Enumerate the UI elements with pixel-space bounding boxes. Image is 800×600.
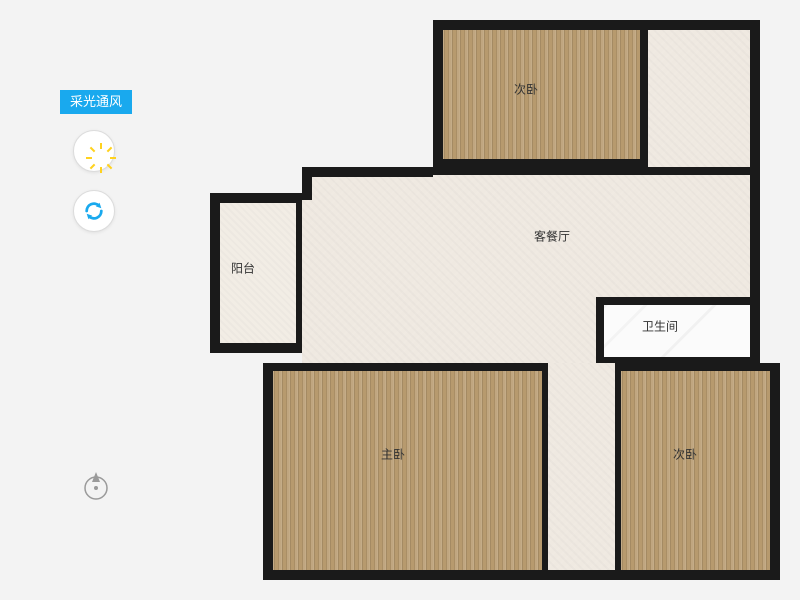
floorplan: 次卧阳台客餐厅卫生间主卧次卧 (0, 0, 800, 600)
wall-segment-1 (302, 167, 312, 200)
room-sec_bedroom_top (433, 20, 648, 167)
room-bathroom (596, 297, 760, 363)
room-balcony (210, 193, 302, 353)
room-living_corridor_south (548, 363, 615, 580)
room-sec_bedroom_bottom (615, 363, 780, 580)
wall-segment-0 (302, 167, 433, 177)
room-master_bedroom (263, 363, 548, 580)
